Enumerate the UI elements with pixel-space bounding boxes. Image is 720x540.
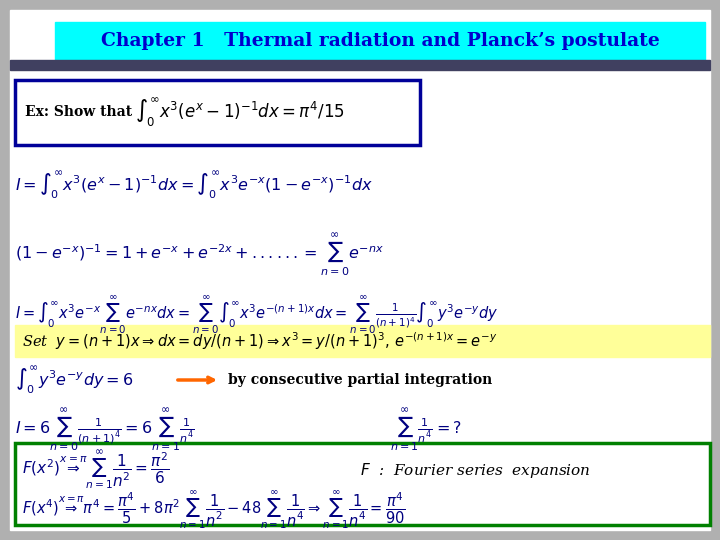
Text: $\int_0^{\infty} y^3 e^{-y}dy = 6$: $\int_0^{\infty} y^3 e^{-y}dy = 6$: [15, 364, 133, 396]
Text: $F(x^4) \overset{x=\pi}{\Rightarrow} \pi^4 = \dfrac{\pi^4}{5} + 8\pi^2\sum_{n=1}: $F(x^4) \overset{x=\pi}{\Rightarrow} \pi…: [22, 489, 405, 531]
Text: $I = \int_0^{\infty} x^3(e^{x}-1)^{-1}dx = \int_0^{\infty} x^3 e^{-x}(1-e^{-x})^: $I = \int_0^{\infty} x^3(e^{x}-1)^{-1}dx…: [15, 169, 373, 201]
Text: $\sum_{n=1}^{\infty} \frac{1}{n^4} = ?$: $\sum_{n=1}^{\infty} \frac{1}{n^4} = ?$: [390, 407, 462, 453]
Bar: [15, 80, 420, 145]
Text: $F$  :  Fourier series  expansion: $F$ : Fourier series expansion: [360, 461, 590, 480]
Text: Ex: Show that: Ex: Show that: [25, 105, 132, 119]
Text: by consecutive partial integration: by consecutive partial integration: [228, 373, 492, 387]
Text: Chapter 1   Thermal radiation and Planck’s postulate: Chapter 1 Thermal radiation and Planck’s…: [101, 32, 660, 50]
Text: $(1-e^{-x})^{-1} = 1 + e^{-x} + e^{-2x} + ...... = \sum_{n=0}^{\infty} e^{-nx}$: $(1-e^{-x})^{-1} = 1 + e^{-x} + e^{-2x} …: [15, 232, 384, 278]
Text: $F(x^2) \overset{x=\pi}{\Rightarrow} \sum_{n=1}^{\infty} \dfrac{1}{n^2} = \dfrac: $F(x^2) \overset{x=\pi}{\Rightarrow} \su…: [22, 448, 170, 492]
Bar: [55, 22, 705, 60]
Text: $I = \int_0^{\infty} x^3 e^{-x}\sum_{n=0}^{\infty} e^{-nx}dx = \sum_{n=0}^{\inft: $I = \int_0^{\infty} x^3 e^{-x}\sum_{n=0…: [15, 294, 498, 336]
Text: $\int_0^{\infty} x^3(e^x - 1)^{-1}dx = \pi^4/15$: $\int_0^{\infty} x^3(e^x - 1)^{-1}dx = \…: [135, 96, 345, 129]
Bar: [15, 325, 710, 357]
Text: Set  $y = (n+1)x \Rightarrow dx = dy/(n+1) \Rightarrow x^3 = y/(n+1)^3,\, e^{-(n: Set $y = (n+1)x \Rightarrow dx = dy/(n+1…: [22, 330, 498, 352]
Text: $I = 6\sum_{n=0}^{\infty} \frac{1}{(n+1)^4} = 6\sum_{n=1}^{\infty} \frac{1}{n^4}: $I = 6\sum_{n=0}^{\infty} \frac{1}{(n+1)…: [15, 407, 194, 453]
Bar: [15, 443, 710, 525]
Bar: [10, 60, 710, 70]
